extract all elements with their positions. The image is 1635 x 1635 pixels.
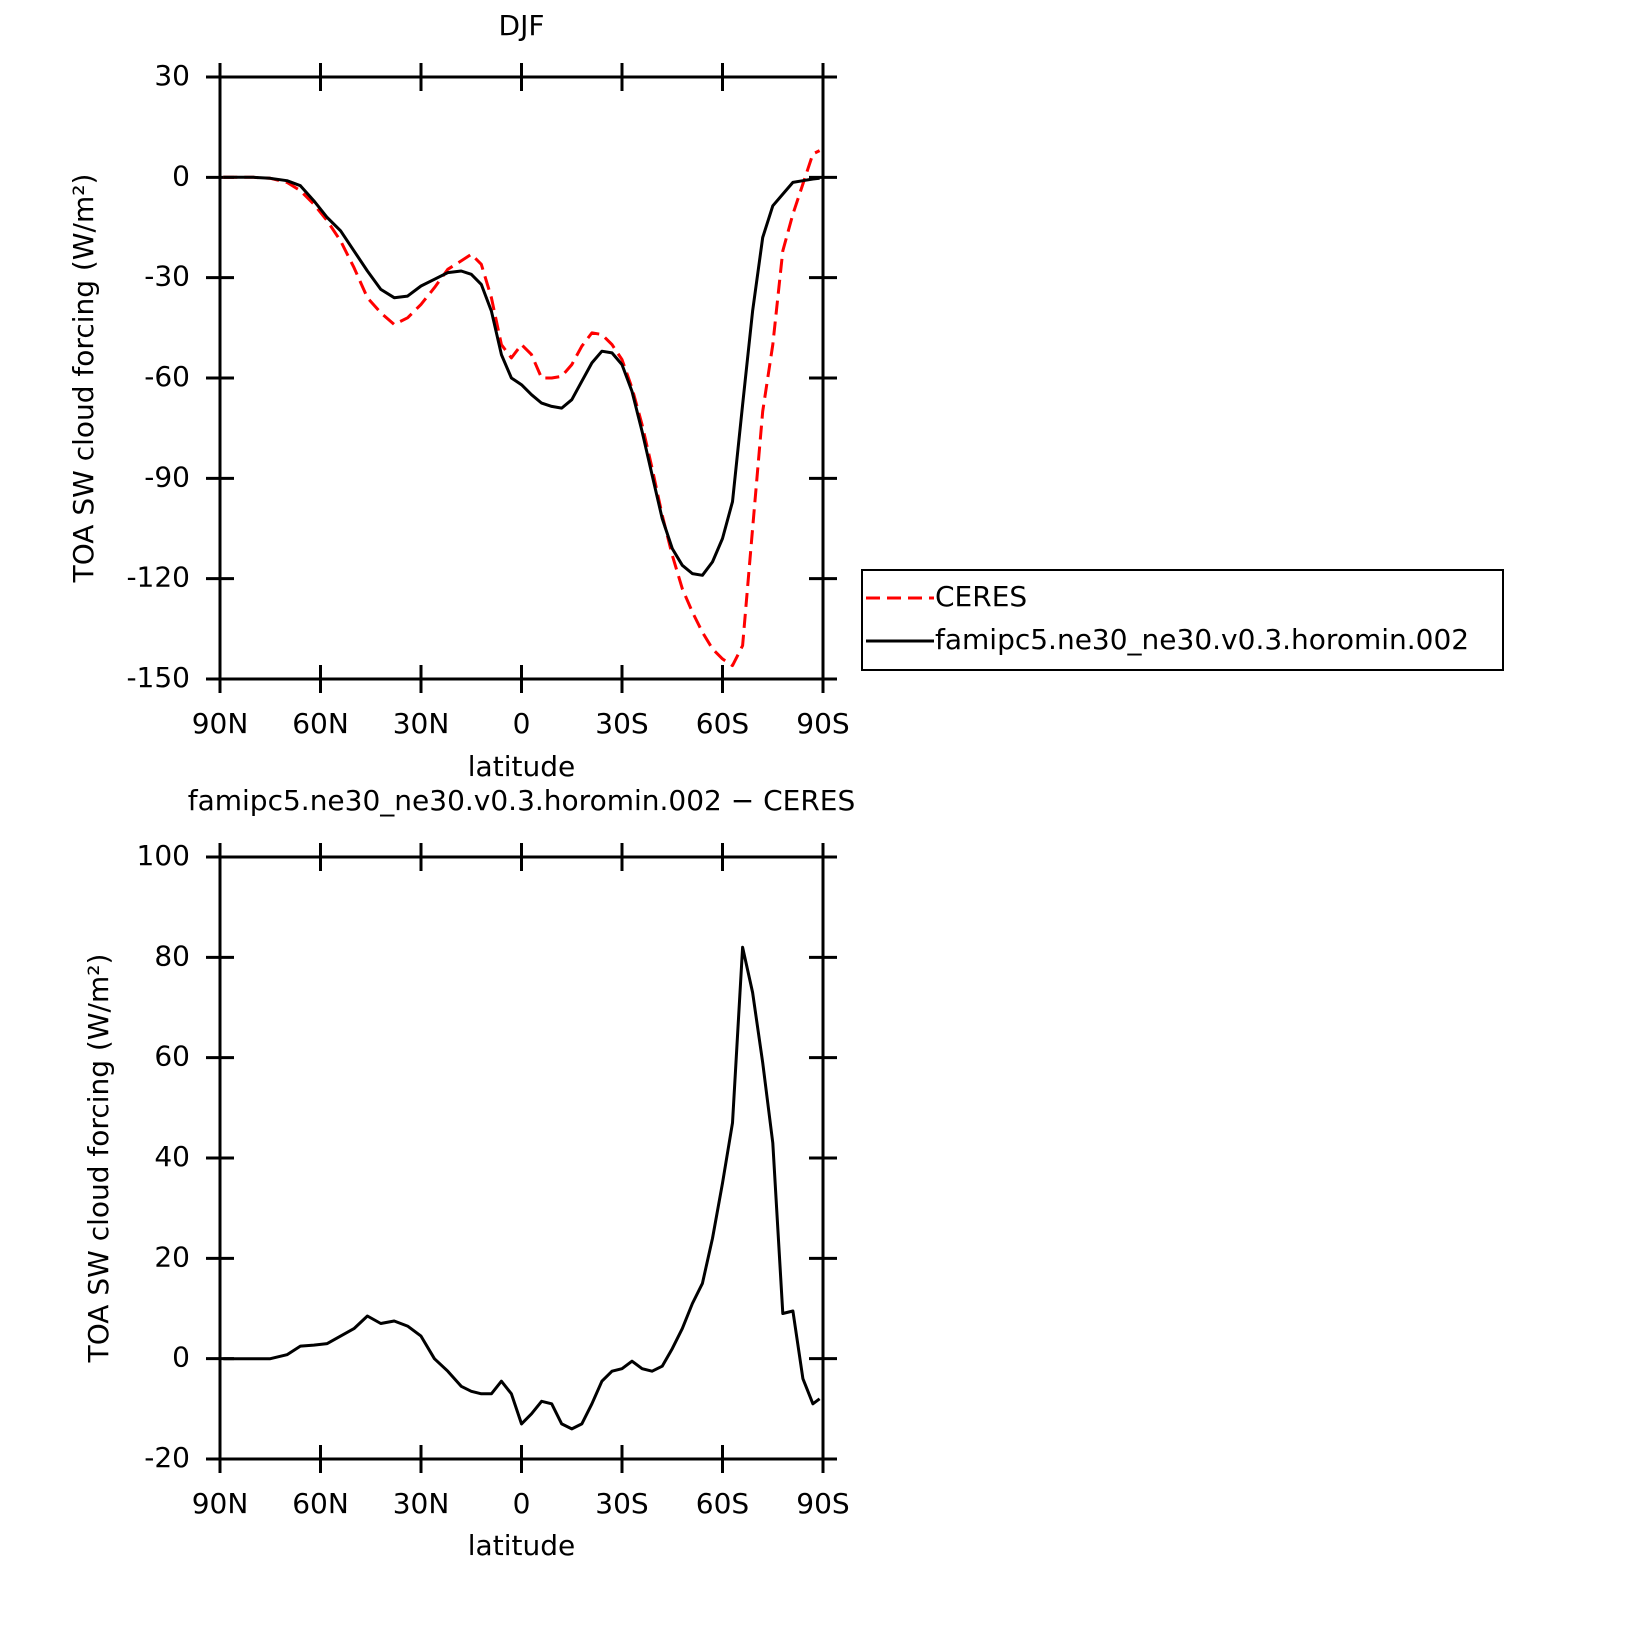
legend-label: famipc5.ne30_ne30.v0.3.horomin.002 [935,623,1469,656]
x-tick-label: 60S [696,1487,749,1520]
y-axis-label: TOA SW cloud forcing (W/m²) [82,954,115,1364]
y-tick-label: 0 [172,1341,190,1374]
y-tick-label: -60 [144,360,190,393]
legend-label: CERES [935,580,1027,613]
x-tick-label: 60N [292,707,349,740]
y-tick-label: 0 [172,159,190,192]
x-axis-label: latitude [468,1529,575,1562]
plot-frame [218,855,825,1461]
data-line [223,149,821,668]
x-tick-label: 0 [513,1487,531,1520]
y-tick-label: 20 [154,1240,190,1273]
x-tick-label: 30S [595,707,648,740]
x-tick-label: 30N [393,1487,450,1520]
x-tick-label: 0 [513,707,531,740]
x-tick-label: 90N [192,1487,249,1520]
x-tick-label: 60S [696,707,749,740]
y-tick-label: -90 [144,460,190,493]
x-tick-label: 30N [393,707,450,740]
data-line [223,945,821,1431]
y-tick-label: 80 [154,939,190,972]
y-tick-label: -150 [126,661,190,694]
chart-title: famipc5.ne30_ne30.v0.3.horomin.002 − CER… [188,784,856,817]
y-tick-label: 40 [154,1140,190,1173]
x-tick-label: 30S [595,1487,648,1520]
legend-box [861,569,1504,671]
data-line [223,175,820,577]
y-tick-label: -30 [144,260,190,293]
y-tick-label: 30 [154,59,190,92]
x-tick-label: 90N [192,707,249,740]
x-tick-label: 60N [292,1487,349,1520]
x-axis-label: latitude [468,750,575,783]
y-axis-label: TOA SW cloud forcing (W/m²) [67,174,100,584]
plot-frame [218,75,825,681]
y-tick-label: -120 [126,561,190,594]
y-tick-label: 60 [154,1040,190,1073]
y-tick-label: -20 [144,1441,190,1474]
chart-title: DJF [499,9,545,42]
y-tick-label: 100 [137,839,190,872]
x-tick-label: 90S [796,1487,849,1520]
x-tick-label: 90S [796,707,849,740]
